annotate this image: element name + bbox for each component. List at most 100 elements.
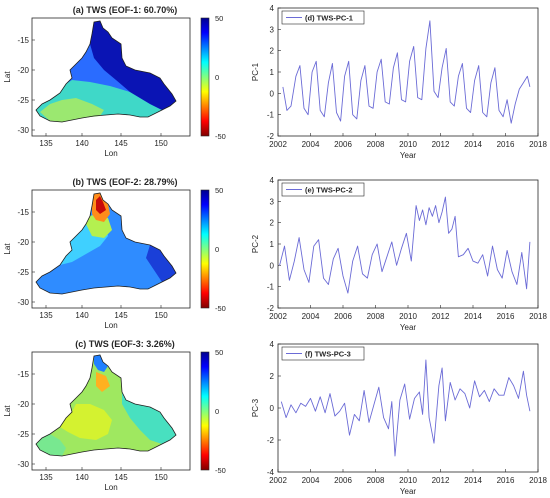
map-panel-eof2: (b) TWS (EOF-2: 28.79%) 135 140 145 150 -15 -… (3, 177, 226, 330)
map-xlabel: Lon (104, 321, 117, 330)
map-x-tick-label: 135 (39, 311, 53, 320)
x-tick-label: 2002 (269, 476, 287, 485)
y-tick-label: -2 (267, 132, 275, 141)
x-tick-label: 2004 (302, 476, 320, 485)
map-title: (a) TWS (EOF-1: 60.70%) (73, 5, 178, 15)
map-y-tick-label: -30 (17, 298, 29, 307)
map-x-tick-label: 140 (75, 139, 89, 148)
colorbar: 50 0 -50 (200, 14, 226, 141)
map-xlabel: Lon (104, 149, 117, 158)
map-y-tick-label: -15 (17, 36, 29, 45)
x-axis-label: Year (400, 151, 417, 160)
colorbar-tick-label: 50 (215, 14, 223, 23)
y-tick-label: 0 (270, 89, 275, 98)
map-y-tick-label: -15 (17, 370, 29, 379)
x-tick-label: 2018 (529, 140, 547, 149)
x-tick-label: 2018 (529, 476, 547, 485)
y-axis-label: PC-3 (251, 398, 260, 417)
map-axes-box (31, 17, 191, 137)
x-tick-label: 2018 (529, 312, 547, 321)
pc-series-line (280, 359, 531, 457)
x-tick-label: 2002 (269, 140, 287, 149)
map-y-tick-label: -30 (17, 460, 29, 469)
y-tick-label: -1 (267, 283, 275, 292)
y-tick-label: -4 (267, 468, 275, 477)
x-tick-label: 2012 (432, 476, 450, 485)
x-tick-label: 2002 (269, 312, 287, 321)
x-tick-label: 2006 (334, 312, 352, 321)
map-y-tick-label: -15 (17, 208, 29, 217)
map-y-tick-label: -25 (17, 268, 29, 277)
x-tick-label: 2014 (464, 476, 482, 485)
y-tick-label: 0 (270, 261, 275, 270)
x-tick-label: 2006 (334, 140, 352, 149)
pc-chart-1: 2002 2004 2006 2008 2010 2012 2014 2016 2018 4 3 2 1… (251, 4, 547, 160)
colorbar-tick-label: 0 (215, 245, 219, 254)
map-x-tick-label: 150 (154, 311, 168, 320)
colorbar-tick-label: 50 (215, 348, 223, 357)
map-axes-box (31, 189, 191, 309)
x-tick-label: 2012 (432, 140, 450, 149)
y-tick-label: 2 (270, 47, 275, 56)
chart-legend: (e) TWS-PC-2 (281, 182, 365, 197)
map-ylabel: Lat (3, 405, 12, 417)
x-axis-label: Year (400, 487, 417, 496)
y-tick-label: 1 (270, 240, 275, 249)
map-panel-eof3: (c) TWS (EOF-3: 3.26%) 135 140 145 150 -15 -2… (3, 339, 226, 492)
pc-chart-3: 2002 2004 2006 2008 2010 2012 2014 2016 2018 4 2 0 -… (251, 340, 547, 496)
y-axis-label: PC-2 (251, 234, 260, 253)
map-title: (c) TWS (EOF-3: 3.26%) (75, 339, 175, 349)
legend-label: (d) TWS-PC-1 (305, 14, 353, 23)
legend-label: (f) TWS-PC-3 (305, 350, 351, 359)
x-tick-label: 2008 (367, 476, 385, 485)
colorbar: 50 0 -50 (200, 186, 226, 313)
y-tick-label: 3 (270, 25, 275, 34)
legend-label: (e) TWS-PC-2 (305, 186, 353, 195)
x-tick-label: 2004 (302, 140, 320, 149)
y-tick-label: 3 (270, 197, 275, 206)
map-x-tick-label: 145 (114, 311, 128, 320)
map-x-tick-label: 135 (39, 473, 53, 482)
x-tick-label: 2008 (367, 312, 385, 321)
map-panel-eof1: (a) TWS (EOF-1: 60.70%) 135 140 145 150 -15 -… (3, 5, 226, 158)
map-y-tick-label: -30 (17, 126, 29, 135)
map-y-tick-label: -25 (17, 430, 29, 439)
y-tick-label: 2 (270, 219, 275, 228)
x-tick-label: 2010 (399, 140, 417, 149)
x-tick-label: 2016 (497, 312, 515, 321)
colorbar-tick-label: -50 (215, 132, 226, 141)
y-tick-label: 4 (270, 4, 275, 13)
y-tick-label: 4 (270, 340, 275, 349)
pc-series-line (282, 20, 531, 124)
map-ylabel: Lat (3, 243, 12, 255)
map-ylabel: Lat (3, 71, 12, 83)
x-tick-label: 2012 (432, 312, 450, 321)
map-x-tick-label: 140 (75, 473, 89, 482)
map-x-tick-label: 145 (114, 473, 128, 482)
y-tick-label: 2 (270, 372, 275, 381)
map-x-tick-label: 150 (154, 139, 168, 148)
x-tick-label: 2008 (367, 140, 385, 149)
tws-region-map-eof3 (35, 354, 177, 457)
x-tick-label: 2016 (497, 140, 515, 149)
y-tick-label: 0 (270, 404, 275, 413)
y-tick-label: -1 (267, 111, 275, 120)
pc-series-line (279, 196, 531, 294)
tws-region-map-eof1 (35, 20, 177, 123)
y-tick-label: 1 (270, 68, 275, 77)
colorbar-tick-label: -50 (215, 304, 226, 313)
map-x-tick-label: 140 (75, 311, 89, 320)
colorbar-tick-label: 0 (215, 407, 219, 416)
colorbar-tick-label: -50 (215, 466, 226, 475)
map-axes-box (31, 351, 191, 471)
map-title: (b) TWS (EOF-2: 28.79%) (72, 177, 177, 187)
tws-region-map-eof2 (35, 192, 177, 295)
chart-legend: (d) TWS-PC-1 (281, 10, 365, 25)
x-tick-label: 2016 (497, 476, 515, 485)
x-tick-label: 2014 (464, 140, 482, 149)
map-y-tick-label: -25 (17, 96, 29, 105)
x-tick-label: 2010 (399, 476, 417, 485)
colorbar-tick-label: 50 (215, 186, 223, 195)
x-tick-label: 2014 (464, 312, 482, 321)
